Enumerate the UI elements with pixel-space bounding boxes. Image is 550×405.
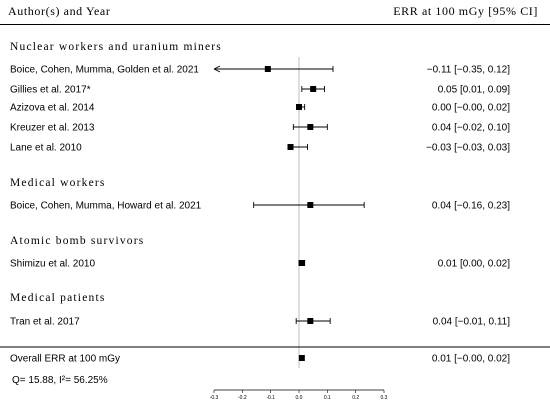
x-tick-label: -0.1 bbox=[266, 395, 275, 401]
study-label: Gillies et al. 2017* bbox=[10, 85, 91, 96]
point-estimate bbox=[307, 318, 314, 324]
estimate-ci-text: 0.04 [−0.01, 0.11] bbox=[433, 317, 511, 328]
ci-arrow-left bbox=[213, 65, 221, 73]
estimate-ci-text: 0.05 [0.01, 0.09] bbox=[438, 85, 511, 96]
group-label-0: Nuclear workers and uranium miners bbox=[10, 41, 222, 53]
group-label-3: Medical patients bbox=[10, 292, 106, 304]
group-label-2: Atomic bomb survivors bbox=[10, 235, 144, 247]
x-tick-label: 0.1 bbox=[324, 395, 331, 401]
overall-estimate bbox=[298, 355, 305, 361]
estimate-ci-text: 0.04 [−0.02, 0.10] bbox=[432, 123, 510, 134]
x-tick-label: 0.3 bbox=[381, 395, 388, 401]
study-label: Shimizu et al. 2010 bbox=[10, 259, 95, 270]
study-label: Lane et al. 2010 bbox=[10, 143, 82, 154]
estimate-ci-text: −0.03 [−0.03, 0.03] bbox=[426, 143, 510, 154]
estimate-ci-text: 0.00 [−0.00, 0.02] bbox=[432, 103, 510, 114]
x-tick-label: -0.2 bbox=[238, 395, 247, 401]
estimate-ci-text: −0.11 [−0.35, 0.12] bbox=[427, 65, 510, 76]
x-tick-label: -0.3 bbox=[210, 395, 219, 401]
point-estimate bbox=[296, 104, 302, 110]
table-header: Author(s) and Year ERR at 100 mGy [95% C… bbox=[0, 0, 550, 25]
overall-estimate-ci-text: 0.01 [−0.00, 0.02] bbox=[432, 354, 510, 365]
study-label: Boice, Cohen, Mumma, Howard et al. 2021 bbox=[10, 201, 202, 212]
header-author-year: Author(s) and Year bbox=[8, 4, 111, 18]
x-tick-label: 0.0 bbox=[296, 395, 303, 401]
study-label: Boice, Cohen, Mumma, Golden et al. 2021 bbox=[10, 65, 199, 76]
point-estimate bbox=[307, 124, 314, 130]
point-estimate bbox=[310, 86, 317, 92]
header-err-ci: ERR at 100 mGy [95% CI] bbox=[393, 4, 538, 18]
estimate-ci-text: 0.01 [0.00, 0.02] bbox=[438, 259, 511, 270]
x-tick-label: 0.2 bbox=[352, 395, 359, 401]
overall-label: Overall ERR at 100 mGy bbox=[10, 354, 120, 365]
study-label: Tran et al. 2017 bbox=[10, 317, 80, 328]
study-label: Kreuzer et al. 2013 bbox=[10, 123, 95, 134]
study-label: Azizova et al. 2014 bbox=[10, 103, 95, 114]
point-estimate bbox=[298, 260, 305, 266]
group-label-1: Medical workers bbox=[10, 177, 106, 189]
point-estimate bbox=[264, 66, 271, 72]
point-estimate bbox=[307, 202, 314, 208]
point-estimate bbox=[287, 144, 294, 150]
heterogeneity-text: Q= 15.88, I²= 56.25% bbox=[12, 375, 108, 386]
estimate-ci-text: 0.04 [−0.16, 0.23] bbox=[432, 201, 510, 212]
